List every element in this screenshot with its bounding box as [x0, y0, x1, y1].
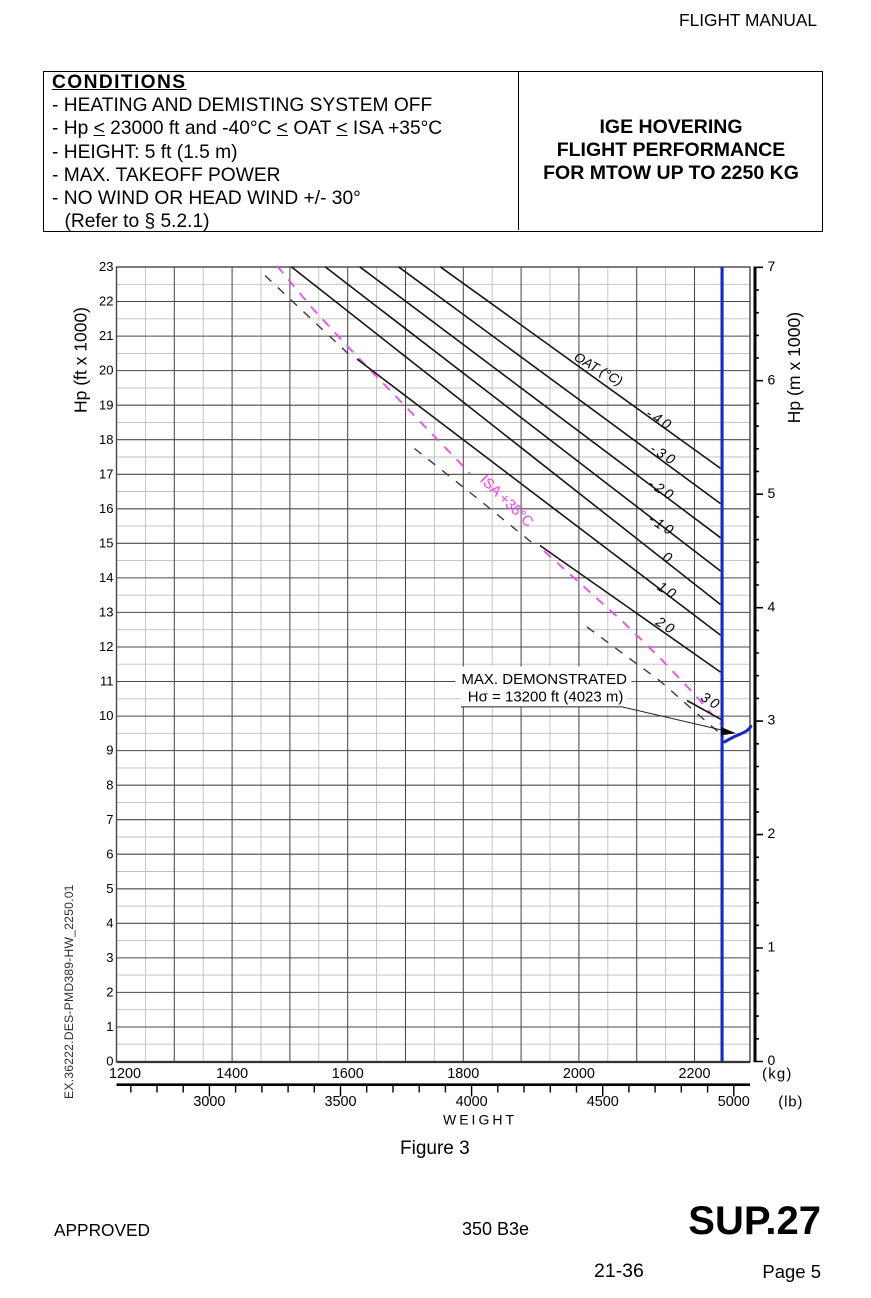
svg-text:18: 18 [99, 432, 113, 447]
svg-text:4500: 4500 [587, 1094, 619, 1110]
svg-text:-40: -40 [643, 405, 676, 434]
svg-text:4: 4 [768, 598, 776, 614]
svg-text:Hσ = 13200 ft (4023 m): Hσ = 13200 ft (4023 m) [468, 689, 624, 706]
svg-text:20: 20 [652, 613, 680, 639]
svg-text:10: 10 [99, 708, 113, 723]
svg-text:3: 3 [106, 950, 113, 965]
svg-text:21: 21 [99, 328, 113, 343]
svg-text:0: 0 [660, 548, 678, 567]
svg-text:0: 0 [106, 1054, 113, 1069]
svg-text:4: 4 [106, 915, 113, 930]
svg-text:-30: -30 [647, 440, 680, 469]
svg-text:-20: -20 [646, 475, 679, 504]
svg-text:17: 17 [99, 466, 113, 481]
svg-text:16: 16 [99, 501, 113, 516]
svg-text:1400: 1400 [216, 1066, 248, 1082]
svg-text:MAX. DEMONSTRATED: MAX. DEMONSTRATED [461, 671, 627, 688]
svg-text:23: 23 [99, 259, 113, 274]
svg-text:1800: 1800 [447, 1066, 479, 1082]
svg-text:6: 6 [106, 846, 113, 861]
svg-text:WEIGHT: WEIGHT [443, 1112, 517, 1128]
svg-text:0: 0 [768, 1052, 776, 1068]
svg-text:5000: 5000 [718, 1094, 750, 1110]
svg-text:8: 8 [106, 777, 113, 792]
svg-text:19: 19 [99, 397, 113, 412]
svg-text:3500: 3500 [324, 1094, 356, 1110]
svg-text:5: 5 [768, 485, 776, 501]
svg-text:5: 5 [106, 881, 113, 896]
svg-text:4000: 4000 [456, 1094, 488, 1110]
svg-text:1600: 1600 [332, 1066, 364, 1082]
svg-text:12: 12 [99, 639, 113, 654]
svg-text:20: 20 [99, 363, 113, 378]
svg-text:EX.36222.DES-PMD389-HW_2250.01: EX.36222.DES-PMD389-HW_2250.01 [62, 884, 76, 1099]
svg-text:15: 15 [99, 535, 113, 550]
svg-text:2000: 2000 [563, 1066, 595, 1082]
svg-text:2: 2 [768, 825, 776, 841]
svg-text:3: 3 [768, 712, 776, 728]
svg-text:(kg): (kg) [762, 1066, 793, 1083]
svg-text:3000: 3000 [193, 1094, 225, 1110]
svg-text:9: 9 [106, 743, 113, 758]
svg-text:1: 1 [768, 939, 776, 955]
svg-text:7: 7 [768, 258, 776, 274]
svg-text:2: 2 [106, 985, 113, 1000]
svg-text:Hp (m x 1000): Hp (m x 1000) [784, 312, 804, 423]
svg-text:10: 10 [655, 578, 682, 603]
svg-text:2200: 2200 [678, 1066, 710, 1082]
svg-text:7: 7 [106, 812, 113, 827]
svg-text:13: 13 [99, 605, 113, 620]
svg-text:OAT (°C): OAT (°C) [572, 349, 626, 389]
svg-text:1200: 1200 [109, 1066, 141, 1082]
svg-text:14: 14 [99, 570, 113, 585]
svg-text:(lb): (lb) [778, 1094, 803, 1111]
svg-text:6: 6 [768, 371, 776, 387]
svg-text:ISA +35°C: ISA +35°C [476, 472, 536, 530]
svg-text:Hp (ft x 1000): Hp (ft x 1000) [71, 307, 91, 413]
svg-text:22: 22 [99, 294, 113, 309]
svg-text:1: 1 [106, 1019, 113, 1034]
svg-text:11: 11 [100, 674, 114, 689]
